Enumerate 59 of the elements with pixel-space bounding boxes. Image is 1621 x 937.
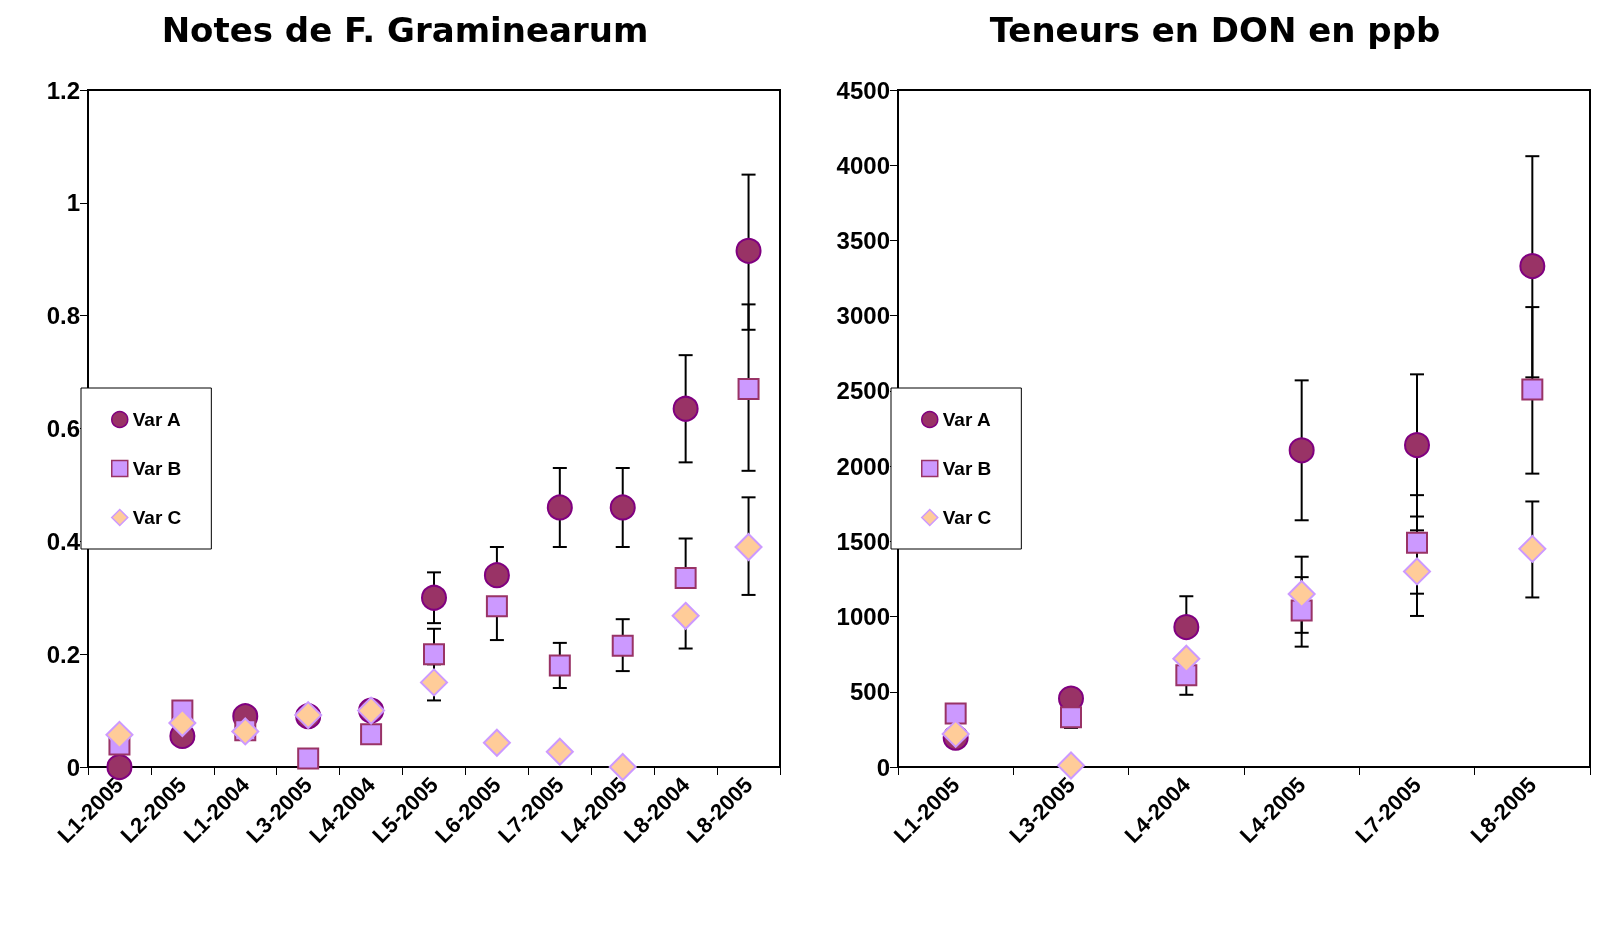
y-tick-label: 3000 (836, 302, 890, 330)
chart-title: Teneurs en DON en ppb (989, 10, 1441, 50)
y-tick-label: 0 (876, 753, 890, 781)
point (1173, 614, 1200, 641)
point (483, 562, 510, 589)
point (1403, 557, 1431, 586)
point (734, 532, 763, 561)
y-tick-label: 0.2 (46, 640, 80, 668)
point (1521, 378, 1544, 401)
point (609, 494, 636, 521)
legend-label: Var B (942, 458, 992, 479)
point (674, 567, 697, 589)
y-tick-label: 2000 (836, 452, 890, 480)
point (105, 720, 134, 749)
legend-label: Var A (942, 409, 991, 430)
point (611, 634, 634, 657)
point (1404, 432, 1430, 459)
point (1519, 253, 1546, 280)
y-tick-label: 500 (849, 678, 890, 706)
y-tick-label: 1 (66, 189, 80, 217)
point (297, 747, 320, 770)
point (546, 494, 573, 521)
legend-label: Var B (132, 458, 182, 479)
y-tick-label: 1.2 (46, 76, 80, 104)
y-tick-label: 1000 (836, 603, 890, 631)
point (672, 395, 699, 422)
point (1172, 644, 1201, 673)
point (1288, 437, 1315, 464)
y-tick-label: 2500 (836, 377, 890, 405)
point (1287, 579, 1316, 608)
chart-title: Notes de F. Graminearum (161, 10, 649, 50)
point (737, 378, 760, 401)
point (671, 601, 700, 630)
point (168, 708, 197, 737)
point (360, 723, 383, 746)
point (420, 668, 448, 697)
y-tick-label: 4500 (836, 76, 890, 104)
point (548, 654, 571, 677)
y-tick-label: 0 (66, 753, 80, 781)
point (1060, 706, 1082, 729)
point (941, 719, 970, 748)
point (545, 737, 574, 766)
point (423, 643, 445, 666)
y-tick-label: 3500 (836, 226, 890, 254)
legend-label: Var C (942, 507, 992, 528)
point (485, 595, 508, 618)
y-tick-label: 0.4 (46, 527, 81, 555)
point (1518, 534, 1547, 563)
point (944, 702, 967, 725)
legend-label: Var A (132, 409, 181, 430)
point (421, 584, 447, 611)
y-tick-label: 4000 (836, 151, 890, 179)
point (482, 728, 511, 757)
y-tick-label: 1500 (836, 527, 890, 555)
y-tick-label: 0.6 (46, 415, 80, 442)
point (735, 237, 762, 264)
point (1406, 531, 1428, 554)
y-tick-label: 0.8 (46, 302, 80, 330)
legend-label: Var C (132, 507, 182, 528)
